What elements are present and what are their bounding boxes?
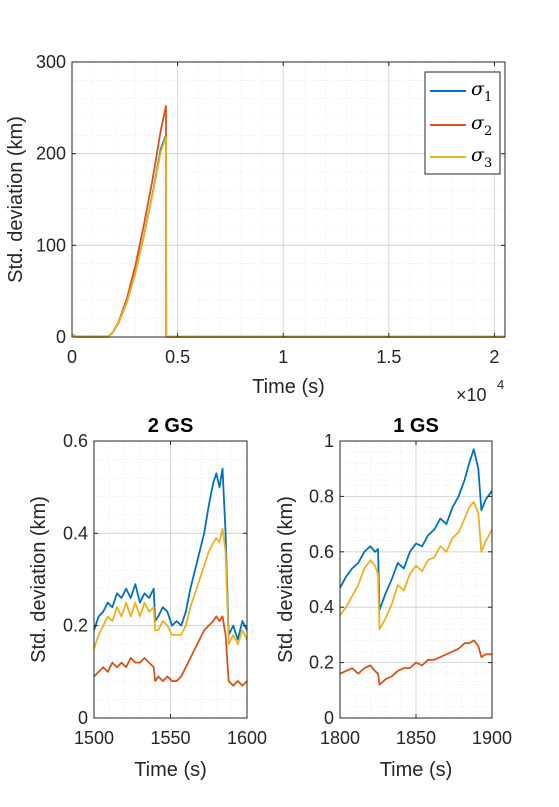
legend-label-2: σ2 [471,112,492,139]
left-series-sigma3 [93,527,248,650]
right-ytick-label: 0.8 [309,486,334,506]
legend-sub-1: 1 [484,90,492,105]
left-axes: 1500 1550 1600 0 0.2 0.4 0.6 2 GS Time (s) Std… [28,415,267,781]
right-ytick-label: 0.2 [309,653,334,673]
top-ylabel: Std. deviation (km) [5,116,27,283]
left-title: 2 GS [148,415,194,437]
top-ytick-label: 300 [36,52,66,72]
legend: σ1 σ2 σ3 [424,71,501,175]
left-xtick-label: 1550 [150,728,190,748]
x-exponent: ×10 4 [456,377,504,405]
right-title: 1 GS [393,415,439,437]
top-xtick-label: 0 [67,347,77,367]
top-xtick-label: 2 [489,347,499,367]
top-xlabel: Time (s) [252,376,325,398]
legend-symbol-3: σ [471,144,485,166]
right-ytick-label: 1 [324,431,334,451]
right-xtick-label: 1850 [396,728,436,748]
left-ylabel: Std. deviation (km) [28,496,50,663]
right-ytick-label: 0.4 [309,597,334,617]
top-series-sigma3 [71,136,505,338]
left-ytick-label: 0.6 [63,431,88,451]
right-series-sigma1 [339,448,493,611]
x-exponent-base: ×10 [456,385,487,405]
left-series-sigma1 [93,467,248,641]
top-axes: 0 0.5 1 1.5 2 0 100 200 300 Time (s) Std. deviat… [5,52,506,405]
legend-label-3: σ3 [471,144,492,171]
x-exponent-power: 4 [497,377,504,392]
legend-entry-2: σ2 [430,112,492,139]
legend-entry-3: σ3 [430,144,492,171]
top-xtick-label: 1 [278,347,288,367]
right-series-sigma2 [339,639,492,686]
legend-sub-2: 2 [484,124,492,139]
right-ylabel: Std. deviation (km) [275,496,297,663]
right-series-sigma3 [339,501,493,631]
right-ytick-label: 0 [324,708,334,728]
legend-symbol-1: σ [471,78,485,100]
top-xtick-label: 0.5 [165,347,190,367]
right-ytick-label: 0.6 [309,542,334,562]
left-ytick-label: 0.4 [63,523,88,543]
left-ytick-label: 0 [78,708,88,728]
legend-entry-1: σ1 [430,78,492,105]
top-ytick-label: 0 [56,327,66,347]
top-xtick-label: 1.5 [376,347,401,367]
left-xtick-label: 1600 [227,728,267,748]
left-xlabel: Time (s) [134,759,207,781]
right-xlabel: Time (s) [380,759,453,781]
top-ytick-label: 100 [36,235,66,255]
left-ytick-label: 0.2 [63,616,88,636]
right-xtick-label: 1800 [320,728,360,748]
right-axes: 1800 1850 1900 0 0.2 0.4 0.6 0.8 1 1 GS Time (s)… [275,415,512,781]
left-series-sigma2 [93,615,248,687]
top-ytick-label: 200 [36,144,66,164]
right-xtick-label: 1900 [472,728,512,748]
legend-sub-3: 3 [484,156,492,171]
legend-symbol-2: σ [471,112,485,134]
left-xtick-label: 1500 [74,728,114,748]
legend-label-1: σ1 [471,78,492,105]
